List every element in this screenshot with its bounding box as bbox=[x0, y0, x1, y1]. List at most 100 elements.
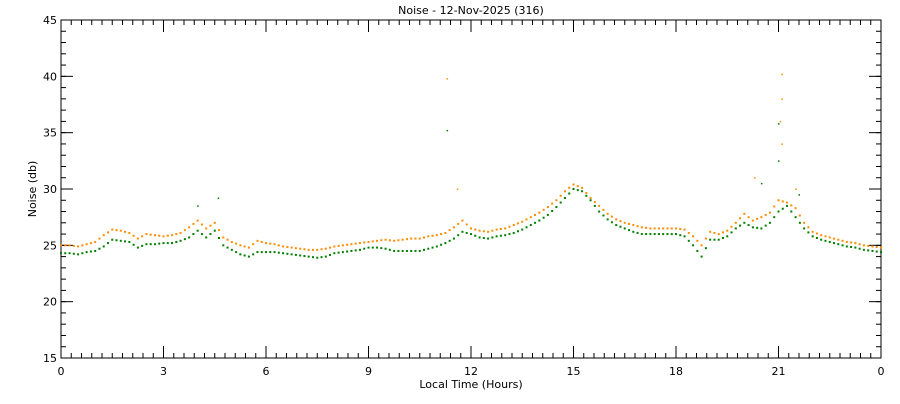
data-point-green bbox=[747, 224, 750, 227]
data-point-green bbox=[316, 256, 319, 259]
data-point-green bbox=[435, 245, 438, 248]
data-point-orange bbox=[875, 246, 878, 249]
data-point-green bbox=[798, 221, 801, 224]
data-point-green bbox=[470, 233, 472, 236]
data-point-orange bbox=[751, 219, 754, 222]
data-point-orange bbox=[576, 185, 579, 188]
data-point-orange bbox=[435, 234, 438, 237]
data-point-green bbox=[751, 226, 754, 229]
data-point-orange bbox=[192, 222, 195, 225]
data-point-orange bbox=[188, 226, 191, 229]
data-point-orange bbox=[862, 244, 865, 247]
data-point-orange bbox=[760, 216, 763, 219]
data-point-orange bbox=[675, 227, 677, 230]
series-green bbox=[60, 123, 882, 259]
data-point-orange bbox=[60, 244, 62, 247]
data-point-green bbox=[559, 201, 562, 204]
data-point-orange bbox=[491, 229, 494, 232]
data-point-green bbox=[192, 233, 195, 236]
data-point-orange bbox=[158, 234, 161, 237]
data-point-green bbox=[188, 236, 191, 239]
data-point-orange bbox=[452, 226, 455, 229]
data-point-green bbox=[730, 231, 733, 234]
data-point-green bbox=[427, 247, 430, 250]
data-point-green bbox=[764, 224, 767, 227]
data-point-orange bbox=[653, 227, 656, 230]
data-point-green bbox=[226, 246, 229, 249]
data-point-orange bbox=[294, 247, 297, 250]
data-point-green bbox=[286, 252, 289, 255]
data-point-orange bbox=[815, 232, 818, 235]
data-point-orange bbox=[397, 239, 400, 242]
data-point-orange bbox=[743, 212, 746, 215]
data-point-green bbox=[145, 243, 148, 246]
data-point-orange bbox=[311, 248, 314, 251]
outlier-point-orange bbox=[781, 98, 783, 100]
data-point-orange bbox=[589, 197, 592, 200]
data-point-green bbox=[841, 244, 844, 247]
data-point-green bbox=[687, 239, 690, 242]
data-point-green bbox=[200, 233, 203, 236]
data-point-orange bbox=[149, 233, 152, 236]
data-point-orange bbox=[414, 237, 417, 240]
data-point-orange bbox=[687, 231, 690, 234]
data-point-orange bbox=[380, 239, 383, 242]
data-point-green bbox=[555, 206, 558, 209]
data-point-green bbox=[760, 227, 763, 230]
data-point-green bbox=[171, 242, 174, 245]
data-point-orange bbox=[478, 229, 481, 232]
data-point-orange bbox=[89, 242, 92, 245]
data-point-green bbox=[546, 213, 549, 216]
data-point-green bbox=[491, 236, 494, 239]
data-point-orange bbox=[290, 246, 293, 249]
data-point-orange bbox=[679, 227, 682, 230]
data-point-orange bbox=[273, 243, 276, 246]
data-point-green bbox=[657, 233, 660, 236]
data-point-orange bbox=[512, 224, 515, 227]
data-point-green bbox=[709, 238, 712, 241]
data-point-green bbox=[448, 239, 451, 242]
data-point-orange bbox=[136, 237, 139, 240]
data-point-green bbox=[166, 242, 169, 245]
data-point-green bbox=[602, 214, 605, 217]
data-point-orange bbox=[200, 223, 203, 226]
data-point-green bbox=[153, 243, 156, 246]
data-point-green bbox=[803, 227, 806, 230]
data-point-green bbox=[615, 224, 618, 227]
x-tick-label: 15 bbox=[567, 365, 581, 378]
data-point-orange bbox=[854, 242, 857, 245]
data-point-green bbox=[175, 240, 178, 243]
data-point-green bbox=[542, 216, 545, 219]
data-point-green bbox=[815, 237, 818, 240]
x-tick-label: 6 bbox=[263, 365, 270, 378]
data-point-green bbox=[743, 221, 746, 224]
data-point-green bbox=[666, 233, 669, 236]
data-point-green bbox=[115, 239, 118, 242]
data-point-green bbox=[572, 188, 575, 190]
data-point-green bbox=[68, 252, 71, 255]
data-point-orange bbox=[128, 231, 131, 234]
x-tick-label: 12 bbox=[464, 365, 478, 378]
outlier-point-orange bbox=[754, 177, 756, 179]
data-point-green bbox=[410, 249, 413, 252]
data-point-green bbox=[333, 252, 336, 255]
data-point-orange bbox=[709, 230, 712, 233]
data-point-orange bbox=[115, 229, 118, 232]
data-point-green bbox=[393, 249, 396, 252]
data-point-orange bbox=[222, 236, 225, 239]
data-point-orange bbox=[106, 231, 109, 234]
data-point-green bbox=[645, 233, 648, 236]
data-point-green bbox=[89, 250, 92, 253]
data-point-green bbox=[452, 237, 455, 240]
data-point-orange bbox=[427, 235, 430, 238]
data-point-orange bbox=[790, 204, 793, 207]
data-point-green bbox=[858, 247, 861, 250]
data-point-green bbox=[606, 218, 609, 221]
data-point-green bbox=[662, 233, 665, 236]
data-point-orange bbox=[867, 244, 870, 247]
data-point-green bbox=[384, 247, 387, 250]
data-point-orange bbox=[307, 248, 310, 251]
data-point-orange bbox=[730, 225, 733, 228]
data-point-green bbox=[265, 251, 267, 254]
